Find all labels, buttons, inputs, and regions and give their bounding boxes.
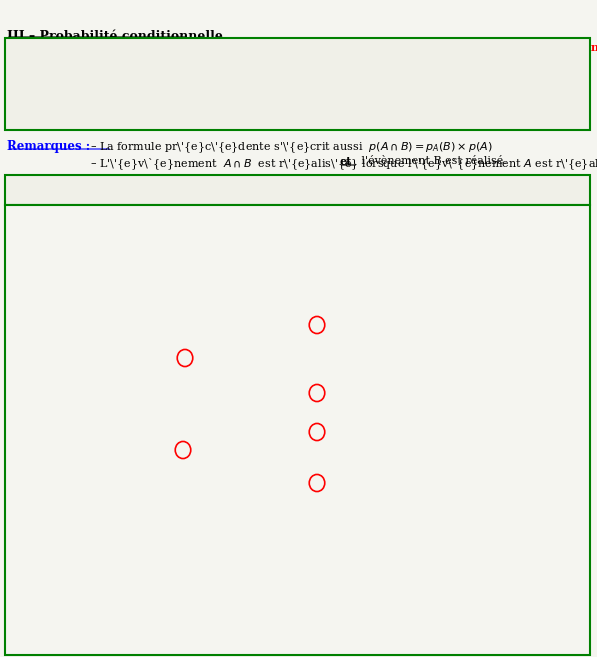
Text: $p_A(B) = \dfrac{p(A \cap B)}{p(A)}$: $p_A(B) = \dfrac{p(A \cap B)}{p(A)}$ [205, 87, 325, 125]
Text: $p(\overline{A_1}) \times p_{\overline{A_1}}(B_1) = p(\overline{A_1} \cap B_1) =: $p(\overline{A_1}) \times p_{\overline{A… [328, 420, 536, 443]
Text: ère: ère [118, 564, 131, 572]
Text: ère: ère [212, 240, 224, 248]
Text: le nombre :: le nombre : [162, 58, 230, 68]
Text: Si  $p(A) \neq 0$  et  $p(B) \neq 0$  alors  $p(A \cap B) = p_A(B) \times p(A) =: Si $p(A) \neq 0$ et $p(B) \neq 0$ alors … [107, 177, 491, 191]
Text: $p_{A_1}(B_1) = \dfrac{1}{2}$: $p_{A_1}(B_1) = \dfrac{1}{2}$ [200, 306, 257, 330]
Text: boule tirée a le numéro 1 est :: boule tirée a le numéro 1 est : [351, 507, 524, 517]
Text: ②: ② [313, 478, 321, 487]
Text: boule a le numéro 1: boule a le numéro 1 [223, 228, 339, 238]
Text: $p(\overline{A_1}) = \dfrac{2}{5}$: $p(\overline{A_1}) = \dfrac{2}{5}$ [16, 436, 67, 460]
Text: $p_{\overline{A_1}}(\overline{B_1}) = \dfrac{1}{4}$: $p_{\overline{A_1}}(\overline{B_1}) = \d… [193, 468, 250, 491]
Text: $p(A_1 \cap \overline{B_1}) = p(A_1) \times p_{A_1}(\overline{B_1}) = \dfrac{3}{: $p(A_1 \cap \overline{B_1}) = p(A_1) \ti… [105, 600, 381, 628]
Text: A est réalisé: A est réalisé [92, 58, 170, 69]
Text: boule a le numéro 2 (ou n'a pas le numéro 1): boule a le numéro 2 (ou n'a pas le numér… [226, 276, 483, 287]
Text: ①: ① [313, 321, 321, 330]
Text: boule ait le numéro 1 et que la 2: boule ait le numéro 1 et que la 2 [134, 568, 321, 579]
Text: $p_{\overline{A_1}}(B_1) = \dfrac{3}{4}$: $p_{\overline{A_1}}(B_1) = \dfrac{3}{4}$ [195, 415, 252, 439]
Text: $p_{A_1}(\overline{B_1}) = \dfrac{1}{2}$: $p_{A_1}(\overline{B_1}) = \dfrac{1}{2}$ [195, 376, 252, 399]
Text: ème: ème [209, 256, 225, 264]
Text: et: et [340, 156, 352, 167]
Text: Soit  A  et  B  deux évènements avec  p(A) ≠ 0 . On appelle: Soit A et B deux évènements avec p(A) ≠ … [107, 42, 441, 53]
Text: ère: ère [209, 224, 221, 232]
Text: La probabilité que la 1: La probabilité que la 1 [8, 568, 136, 579]
Text: boule ait le numéro 2 sachant que la 1: boule ait le numéro 2 sachant que la 1 [145, 507, 365, 518]
Text: ème: ème [320, 564, 336, 572]
Text: ème: ème [212, 272, 228, 280]
Text: ②: ② [313, 388, 321, 397]
Text: ②: ② [179, 445, 187, 455]
Text: boule tirée ait le numéro 2 est :: boule tirée ait le numéro 2 est : [337, 568, 519, 578]
Text: – La formule pr\'{e}c\'{e}dente s'\'{e}crit aussi  $p(A \cap B) = p_A(B) \times : – La formule pr\'{e}c\'{e}dente s'\'{e}c… [90, 140, 493, 154]
Text: boule a le numéro 2 (ou n'a pas le numéro 1): boule a le numéro 2 (ou n'a pas le numér… [226, 244, 483, 255]
Text: Définition 2:: Définition 2: [10, 42, 94, 55]
Text: $p(A_1) \times p_{A_1}(\overline{B_1}) = p(A_1 \cap \overline{B_1}) = \dfrac{3}{: $p(A_1) \times p_{A_1}(\overline{B_1}) =… [328, 378, 536, 401]
Text: l'évènement B est réalisé.: l'évènement B est réalisé. [358, 156, 507, 166]
Text: $\overline{B_1}$ : la 2: $\overline{B_1}$ : la 2 [165, 276, 210, 292]
Text: – L'\'{e}v\`{e}nement  $A \cap B$  est r\'{e}alis\'{e} lorsque l'\'{e}v\`{e}neme: – L'\'{e}v\`{e}nement $A \cap B$ est r\'… [90, 156, 597, 171]
Text: Application à l'exemple précédent: Application à l'exemple précédent [10, 212, 235, 225]
Text: $A_1$ : la 1: $A_1$ : la 1 [165, 228, 211, 242]
Text: $p_{A_1}(\overline{B_1}) = \dfrac{1}{2}$: $p_{A_1}(\overline{B_1}) = \dfrac{1}{2}$ [215, 535, 290, 563]
Text: La probabilité que la 2: La probabilité que la 2 [8, 507, 136, 518]
Text: III – Probabilité conditionnelle: III – Probabilité conditionnelle [7, 30, 223, 43]
Text: $p(\overline{A_1}) \times p_{\overline{A_1}}(\overline{B_1}) = p(\overline{A_1} : $p(\overline{A_1}) \times p_{\overline{A… [328, 470, 536, 493]
Text: $B_1$ : la 2: $B_1$ : la 2 [165, 260, 210, 274]
Text: Propriété 4:: Propriété 4: [10, 177, 89, 191]
Text: $p(A_1) = \dfrac{3}{5}$: $p(A_1) = \dfrac{3}{5}$ [18, 373, 69, 397]
Text: $\overline{A_1}$ : la 1: $\overline{A_1}$ : la 1 [165, 244, 211, 260]
Text: On note les évènements :: On note les évènements : [18, 228, 161, 238]
Text: ère: ère [335, 503, 347, 511]
Text: $p(A_1) \times p_{A_1}(B_1) = p(A_1 \cap B_1) = \dfrac{3}{5} \times \dfrac{1}{2}: $p(A_1) \times p_{A_1}(B_1) = p(A_1 \cap… [328, 308, 536, 332]
Text: probabilité de  B  sachant que: probabilité de B sachant que [442, 42, 597, 53]
Text: ①: ① [313, 428, 321, 436]
Text: ①: ① [181, 353, 189, 363]
Text: ème: ème [128, 503, 144, 511]
Text: Remarques :: Remarques : [7, 140, 90, 153]
Text: boule a le numéro 1: boule a le numéro 1 [226, 260, 342, 270]
